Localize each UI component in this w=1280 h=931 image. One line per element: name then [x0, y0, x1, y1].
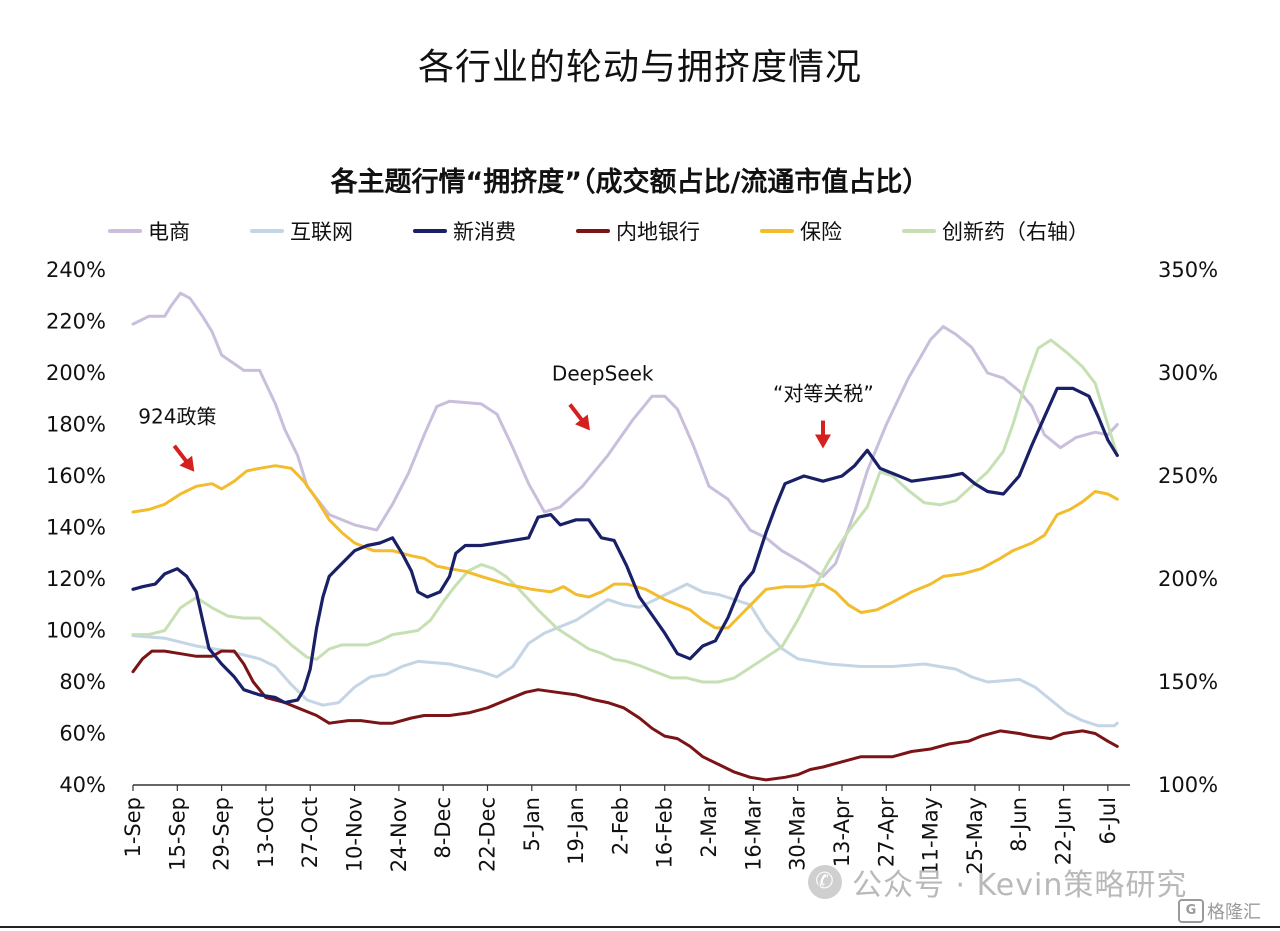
x-tick-label: 1-Sep [121, 797, 145, 858]
series-line-5 [131, 338, 1119, 684]
watermark-text: 公众号 · Kevin策略研究 [852, 868, 1188, 903]
y-left-tick-label: 100% [46, 619, 106, 643]
x-tick-label: 8-Jun [1007, 797, 1031, 852]
legend-swatch-mainland-banks [576, 229, 610, 233]
legend-item-innovative-drugs: 创新药（右轴） [902, 216, 1089, 246]
series-line-3 [131, 649, 1119, 782]
y-left-tick-label: 80% [59, 670, 106, 694]
chart-title: 各主题行情“拥挤度”（成交额占比/流通市值占比） [330, 167, 930, 198]
x-tick-label: 19-Jan [564, 797, 588, 865]
legend-item-insurance: 保险 [760, 216, 842, 246]
x-tick-label: 16-Feb [653, 797, 677, 868]
legend-label-new-consumption: 新消费 [453, 220, 516, 244]
y-left-tick-label: 200% [46, 361, 106, 385]
legend-label-internet: 互联网 [290, 220, 353, 244]
legend-item-mainland-banks: 内地银行 [576, 216, 700, 246]
y-left-tick-label: 140% [46, 516, 106, 540]
wechat-icon: ✆ [808, 865, 842, 899]
y-right-tick-label: 350% [1158, 258, 1218, 282]
annotation-label: 924政策 [138, 405, 216, 429]
y-left-tick-label: 60% [59, 722, 106, 746]
legend-item-new-consumption: 新消费 [413, 216, 516, 246]
annotation-label: DeepSeek [552, 362, 654, 386]
legend-swatch-ecommerce [108, 229, 142, 233]
x-tick-label: 8-Dec [431, 797, 455, 859]
x-tick-label: 27-Oct [298, 797, 322, 868]
annotation-arrow-shaft [568, 403, 584, 422]
x-tick-label: 2-Feb [608, 797, 632, 855]
legend-swatch-new-consumption [413, 229, 447, 233]
legend-label-insurance: 保险 [800, 220, 842, 244]
legend-label-mainland-banks: 内地银行 [616, 220, 700, 244]
x-tick-label: 6-Jul [1096, 797, 1120, 844]
y-left-tick-label: 220% [46, 310, 106, 334]
y-right-tick-label: 300% [1158, 361, 1218, 385]
x-tick-label: 22-Dec [475, 797, 499, 872]
series-line-4 [131, 464, 1119, 630]
chart-legend: 电商 互联网 新消费 内地银行 保险 创新药（右轴） [108, 214, 1168, 248]
x-tick-label: 22-Jun [1052, 797, 1076, 865]
watermark: ✆ 公众号 · Kevin策略研究 [808, 860, 1187, 904]
y-left-tick-label: 180% [46, 413, 106, 437]
y-right-tick-label: 250% [1158, 464, 1218, 488]
gelonghui-logo: G 格隆汇 [1178, 898, 1261, 924]
x-tick-label: 10-Nov [343, 797, 367, 872]
gelonghui-logo-icon: G [1178, 899, 1204, 923]
x-tick-label: 16-Mar [741, 797, 765, 871]
x-tick-label: 13-Apr [830, 797, 854, 868]
annotation-arrow-head [814, 434, 831, 449]
x-tick-label: 2-Mar [697, 797, 721, 858]
x-tick-label: 25-May [963, 797, 987, 875]
legend-item-ecommerce: 电商 [108, 216, 190, 246]
x-tick-label: 5-Jan [520, 797, 544, 851]
legend-item-internet: 互联网 [250, 216, 353, 246]
gelonghui-logo-text: 格隆汇 [1207, 902, 1261, 923]
y-right-tick-label: 200% [1158, 567, 1218, 591]
series-line-0 [131, 291, 1119, 578]
x-tick-label: 27-Apr [874, 797, 898, 868]
x-tick-label: 29-Sep [210, 797, 234, 871]
legend-swatch-internet [250, 229, 284, 233]
x-tick-label: 24-Nov [387, 797, 411, 872]
y-left-tick-label: 40% [59, 773, 106, 797]
legend-label-innovative-drugs: 创新药（右轴） [942, 220, 1089, 244]
y-left-tick-label: 160% [46, 464, 106, 488]
page-title: 各行业的轮动与拥挤度情况 [417, 47, 862, 88]
annotation-arrow-head [575, 414, 590, 431]
annotation-label: “对等关税” [773, 382, 874, 406]
x-tick-label: 13-Oct [254, 797, 278, 868]
x-tick-label: 15-Sep [165, 797, 189, 871]
legend-swatch-insurance [760, 229, 794, 233]
x-tick-label: 11-May [919, 797, 943, 875]
legend-swatch-innovative-drugs [902, 229, 936, 233]
y-right-tick-label: 150% [1158, 670, 1218, 694]
y-left-tick-label: 120% [46, 567, 106, 591]
y-left-tick-label: 240% [46, 258, 106, 282]
series-line-1 [131, 582, 1119, 728]
legend-label-ecommerce: 电商 [148, 220, 190, 244]
series-line-2 [131, 386, 1119, 705]
bottom-divider [0, 926, 1280, 928]
annotation-arrow-shaft [172, 444, 188, 463]
x-tick-label: 30-Mar [786, 797, 810, 871]
annotation-arrow-head [179, 455, 195, 472]
y-right-tick-label: 100% [1158, 773, 1218, 797]
